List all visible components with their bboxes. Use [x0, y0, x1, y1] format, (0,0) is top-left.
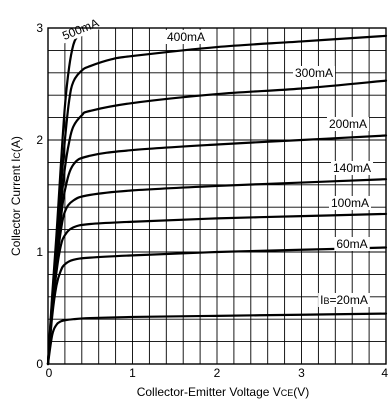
- text-part: CE: [281, 388, 294, 398]
- text-part: C: [12, 152, 22, 159]
- series-label-background: [334, 237, 370, 251]
- text-part: 500mA: [60, 16, 101, 43]
- text-part: 400mA: [167, 30, 205, 44]
- series-label-100ma: 100mA: [331, 196, 369, 210]
- series-label-background: [58, 14, 103, 44]
- series-label-background: [318, 293, 370, 307]
- text-part: 60mA: [336, 237, 367, 251]
- text-part: Collector Current I: [9, 159, 23, 256]
- series-label-140ma: 140mA: [333, 161, 371, 175]
- text-part: I: [320, 293, 323, 307]
- y-axis-title: Collector Current IC(A): [9, 136, 23, 256]
- text-part: Collector-Emitter Voltage V: [137, 385, 281, 399]
- x-tick-label: 0: [46, 366, 53, 380]
- text-part: 100mA: [331, 196, 369, 210]
- x-tick-label: 1: [129, 366, 136, 380]
- series-label-300ma: 300mA: [295, 66, 333, 80]
- series-line-60ma: [46, 246, 388, 366]
- tick-labels: 0 1 2 3 4 0 1 2 3: [36, 21, 388, 380]
- text-part: 140mA: [333, 161, 371, 175]
- series-label-background: [292, 66, 336, 80]
- series-label-400ma: 400mA: [167, 30, 205, 44]
- plot-frame: [47, 27, 387, 365]
- x-tick-label: 4: [381, 366, 388, 380]
- text-part: B: [323, 296, 329, 306]
- text-part: (V): [293, 385, 309, 399]
- series-label-ib-20ma: IB=20mA: [320, 293, 368, 307]
- series-label-background: [330, 161, 374, 175]
- y-tick-label: 0: [36, 357, 43, 371]
- series-line-ib-20ma: [46, 312, 388, 366]
- text-part: 300mA: [295, 66, 333, 80]
- series-label-500ma: 500mA: [60, 16, 101, 43]
- y-tick-label: 1: [36, 245, 43, 259]
- series-label-background: [328, 196, 372, 210]
- text-part: =20mA: [330, 293, 368, 307]
- series-label-background: [326, 117, 370, 131]
- text-part: 200mA: [329, 117, 367, 131]
- series-label-background: [164, 30, 208, 44]
- series-label-200ma: 200mA: [329, 117, 367, 131]
- series-labels: IB=20mA 60mA 100mA 140mA 200mA 300mA 400mA 500m…: [58, 14, 374, 307]
- y-tick-label: 3: [36, 21, 43, 35]
- series-label-60ma: 60mA: [336, 237, 367, 251]
- x-tick-label: 3: [298, 366, 305, 380]
- x-tick-label: 2: [214, 366, 221, 380]
- x-axis-title: Collector-Emitter Voltage VCE(V): [137, 385, 310, 399]
- text-part: (A): [9, 136, 23, 152]
- y-tick-label: 2: [36, 133, 43, 147]
